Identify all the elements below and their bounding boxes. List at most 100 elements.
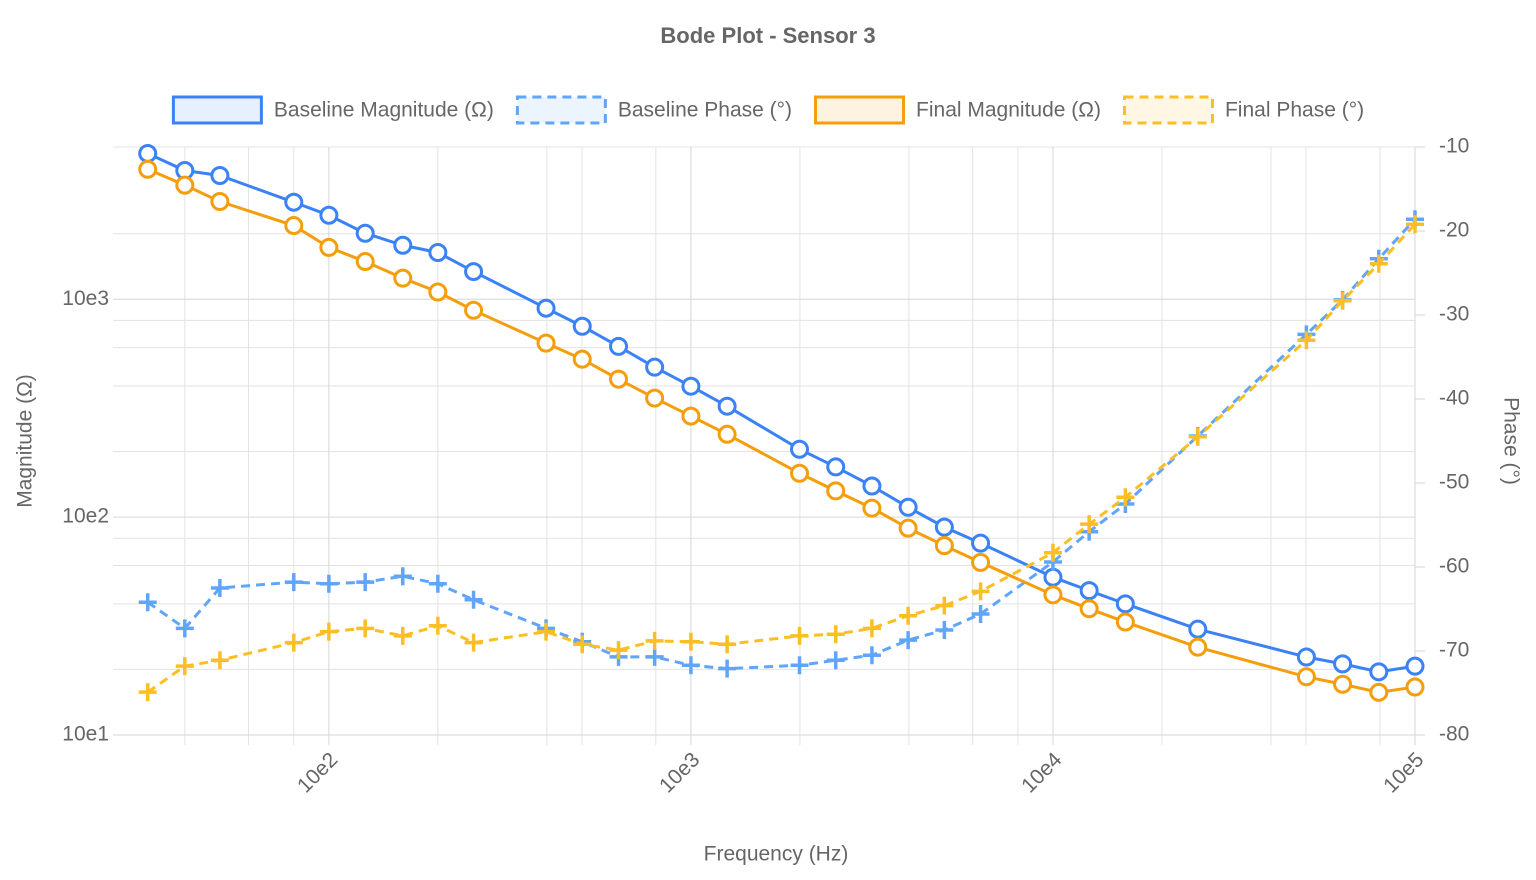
x-tick-label: 10e4: [1017, 748, 1067, 798]
point: [862, 476, 882, 496]
legend: Baseline Magnitude (Ω) Baseline Phase (°)…: [171, 95, 1364, 125]
point: [393, 567, 412, 586]
point: [210, 579, 229, 597]
point: [826, 481, 846, 501]
point: [717, 396, 737, 416]
point: [645, 647, 664, 666]
y2-tick-label: -70: [1439, 639, 1469, 662]
point: [428, 242, 448, 262]
point: [210, 651, 229, 670]
point: [609, 369, 629, 389]
legend-swatch: [515, 95, 607, 125]
point: [934, 517, 954, 537]
point: [573, 635, 592, 654]
point: [934, 536, 954, 556]
point: [898, 497, 918, 517]
y2-tick-label: -10: [1439, 135, 1469, 158]
point: [138, 159, 158, 179]
point: [284, 633, 303, 652]
point: [1115, 594, 1135, 614]
point: [681, 632, 700, 651]
y2-tick-label: -30: [1439, 303, 1469, 326]
point: [971, 552, 991, 572]
point: [681, 376, 701, 396]
point: [862, 498, 882, 518]
point: [645, 631, 664, 650]
point: [138, 593, 157, 612]
point: [1333, 654, 1353, 674]
y2-tick-label: -40: [1439, 387, 1469, 410]
point: [393, 626, 412, 645]
point: [790, 626, 809, 645]
point: [319, 574, 338, 593]
point: [175, 657, 194, 676]
point: [428, 282, 448, 302]
point: [1333, 674, 1353, 694]
point: [138, 143, 158, 163]
point: [393, 235, 413, 255]
series-line: [146, 223, 1417, 694]
point: [971, 582, 990, 601]
point: [175, 619, 194, 638]
point: [1406, 215, 1424, 234]
y2-tick-label: -60: [1439, 555, 1469, 578]
point: [645, 357, 665, 377]
series-line: [146, 218, 1417, 671]
point: [1079, 599, 1099, 619]
point: [1188, 619, 1208, 639]
point: [210, 192, 230, 212]
point: [464, 590, 483, 609]
y-axis-title: Magnitude (Ω): [14, 374, 37, 508]
x-axis-title: Frequency (Hz): [704, 843, 849, 866]
point: [1405, 677, 1425, 697]
point: [356, 619, 375, 638]
x-tick-label: 10e3: [655, 748, 704, 797]
point: [1043, 567, 1063, 587]
point: [355, 252, 375, 272]
point: [393, 268, 413, 288]
point: [537, 622, 556, 641]
point: [356, 573, 375, 592]
point: [862, 646, 881, 665]
point: [1079, 581, 1099, 601]
legend-swatch: [171, 95, 263, 125]
point: [428, 616, 447, 635]
point: [319, 237, 339, 257]
legend-label: Final Phase (°): [1225, 99, 1364, 122]
point: [284, 573, 303, 592]
y-tick-label: 10e2: [62, 505, 109, 528]
x-tick-label: 10e5: [1379, 748, 1428, 797]
legend-label: Baseline Magnitude (Ω): [274, 99, 494, 122]
point: [572, 316, 592, 336]
point: [464, 262, 484, 282]
point: [935, 621, 954, 639]
point: [790, 656, 809, 675]
point: [971, 533, 991, 553]
point: [536, 298, 556, 318]
point: [862, 619, 881, 638]
point: [1296, 647, 1316, 667]
point: [935, 596, 954, 615]
point: [1043, 543, 1062, 562]
point: [428, 574, 447, 593]
y2-tick-label: -50: [1439, 471, 1469, 494]
point: [718, 635, 737, 654]
point: [609, 336, 629, 356]
point: [284, 192, 304, 212]
point: [1115, 612, 1135, 632]
point: [355, 223, 375, 243]
point: [826, 651, 845, 670]
point: [210, 165, 230, 185]
y-tick-label: 10e3: [62, 287, 109, 310]
point: [681, 656, 700, 675]
point: [1043, 585, 1063, 605]
point: [1369, 682, 1389, 702]
point: [138, 683, 157, 702]
point: [1369, 662, 1389, 682]
point: [645, 388, 665, 408]
point: [1369, 254, 1388, 273]
legend-swatch: [1122, 95, 1214, 125]
point: [572, 349, 592, 369]
point: [898, 518, 918, 538]
point: [175, 175, 195, 195]
